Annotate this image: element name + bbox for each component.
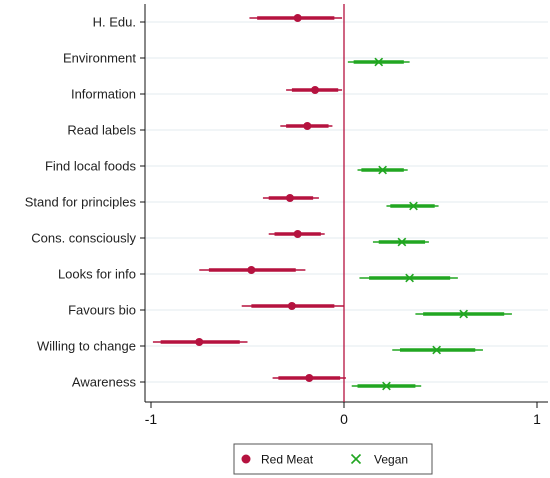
point-red-meat-awareness [305, 374, 314, 382]
legend-marker-vegan [350, 453, 362, 465]
category-label-looks-for-info: Looks for info [58, 267, 136, 282]
point-red-meat-looks-for-info [247, 266, 256, 274]
category-label-favours-bio: Favours bio [68, 303, 136, 318]
gridlines [145, 21, 548, 383]
category-label-willing-to-change: Willing to change [37, 339, 136, 354]
point-red-meat-stand-for-principles [285, 194, 294, 202]
axes: -1 0 1 [140, 4, 548, 427]
category-label-h-edu: H. Edu. [93, 15, 136, 30]
point-vegan-favours-bio [459, 309, 469, 319]
legend-marker-red-meat [241, 454, 251, 464]
point-red-meat-h-edu [293, 14, 302, 22]
legend: Red Meat Vegan [233, 443, 433, 475]
legend-box [233, 443, 433, 475]
series-vegan [347, 57, 512, 391]
point-red-meat-favours-bio [287, 302, 296, 310]
category-label-cons-consciously: Cons. consciously [31, 231, 136, 246]
point-red-meat-cons-consciously [293, 230, 302, 238]
point-red-meat-read-labels [303, 122, 312, 130]
category-label-information: Information [71, 87, 136, 102]
series-red-meat [152, 14, 346, 382]
category-labels: H. Edu. Environment Information Read labels… [25, 15, 137, 390]
legend-label-red-meat: Red Meat [261, 453, 314, 467]
point-vegan-willing-to-change [432, 345, 442, 355]
point-red-meat-information [311, 86, 320, 94]
point-vegan-stand-for-principles [409, 201, 418, 211]
point-red-meat-willing-to-change [195, 338, 204, 346]
x-tick-label: -1 [145, 411, 158, 427]
category-label-find-local-foods: Find local foods [45, 159, 137, 174]
point-vegan-cons-consciously [397, 237, 407, 247]
point-vegan-find-local-foods [378, 165, 387, 175]
data-marks [152, 14, 512, 391]
x-tick-label: 0 [340, 411, 348, 427]
category-label-read-labels: Read labels [67, 123, 136, 138]
point-vegan-environment [374, 57, 384, 67]
point-vegan-looks-for-info [405, 273, 414, 283]
category-label-stand-for-principles: Stand for principles [25, 195, 137, 210]
point-vegan-awareness [382, 381, 391, 391]
x-tick-label: 1 [533, 411, 541, 427]
category-label-environment: Environment [63, 51, 136, 66]
legend-label-vegan: Vegan [374, 453, 408, 467]
category-label-awareness: Awareness [72, 375, 137, 390]
